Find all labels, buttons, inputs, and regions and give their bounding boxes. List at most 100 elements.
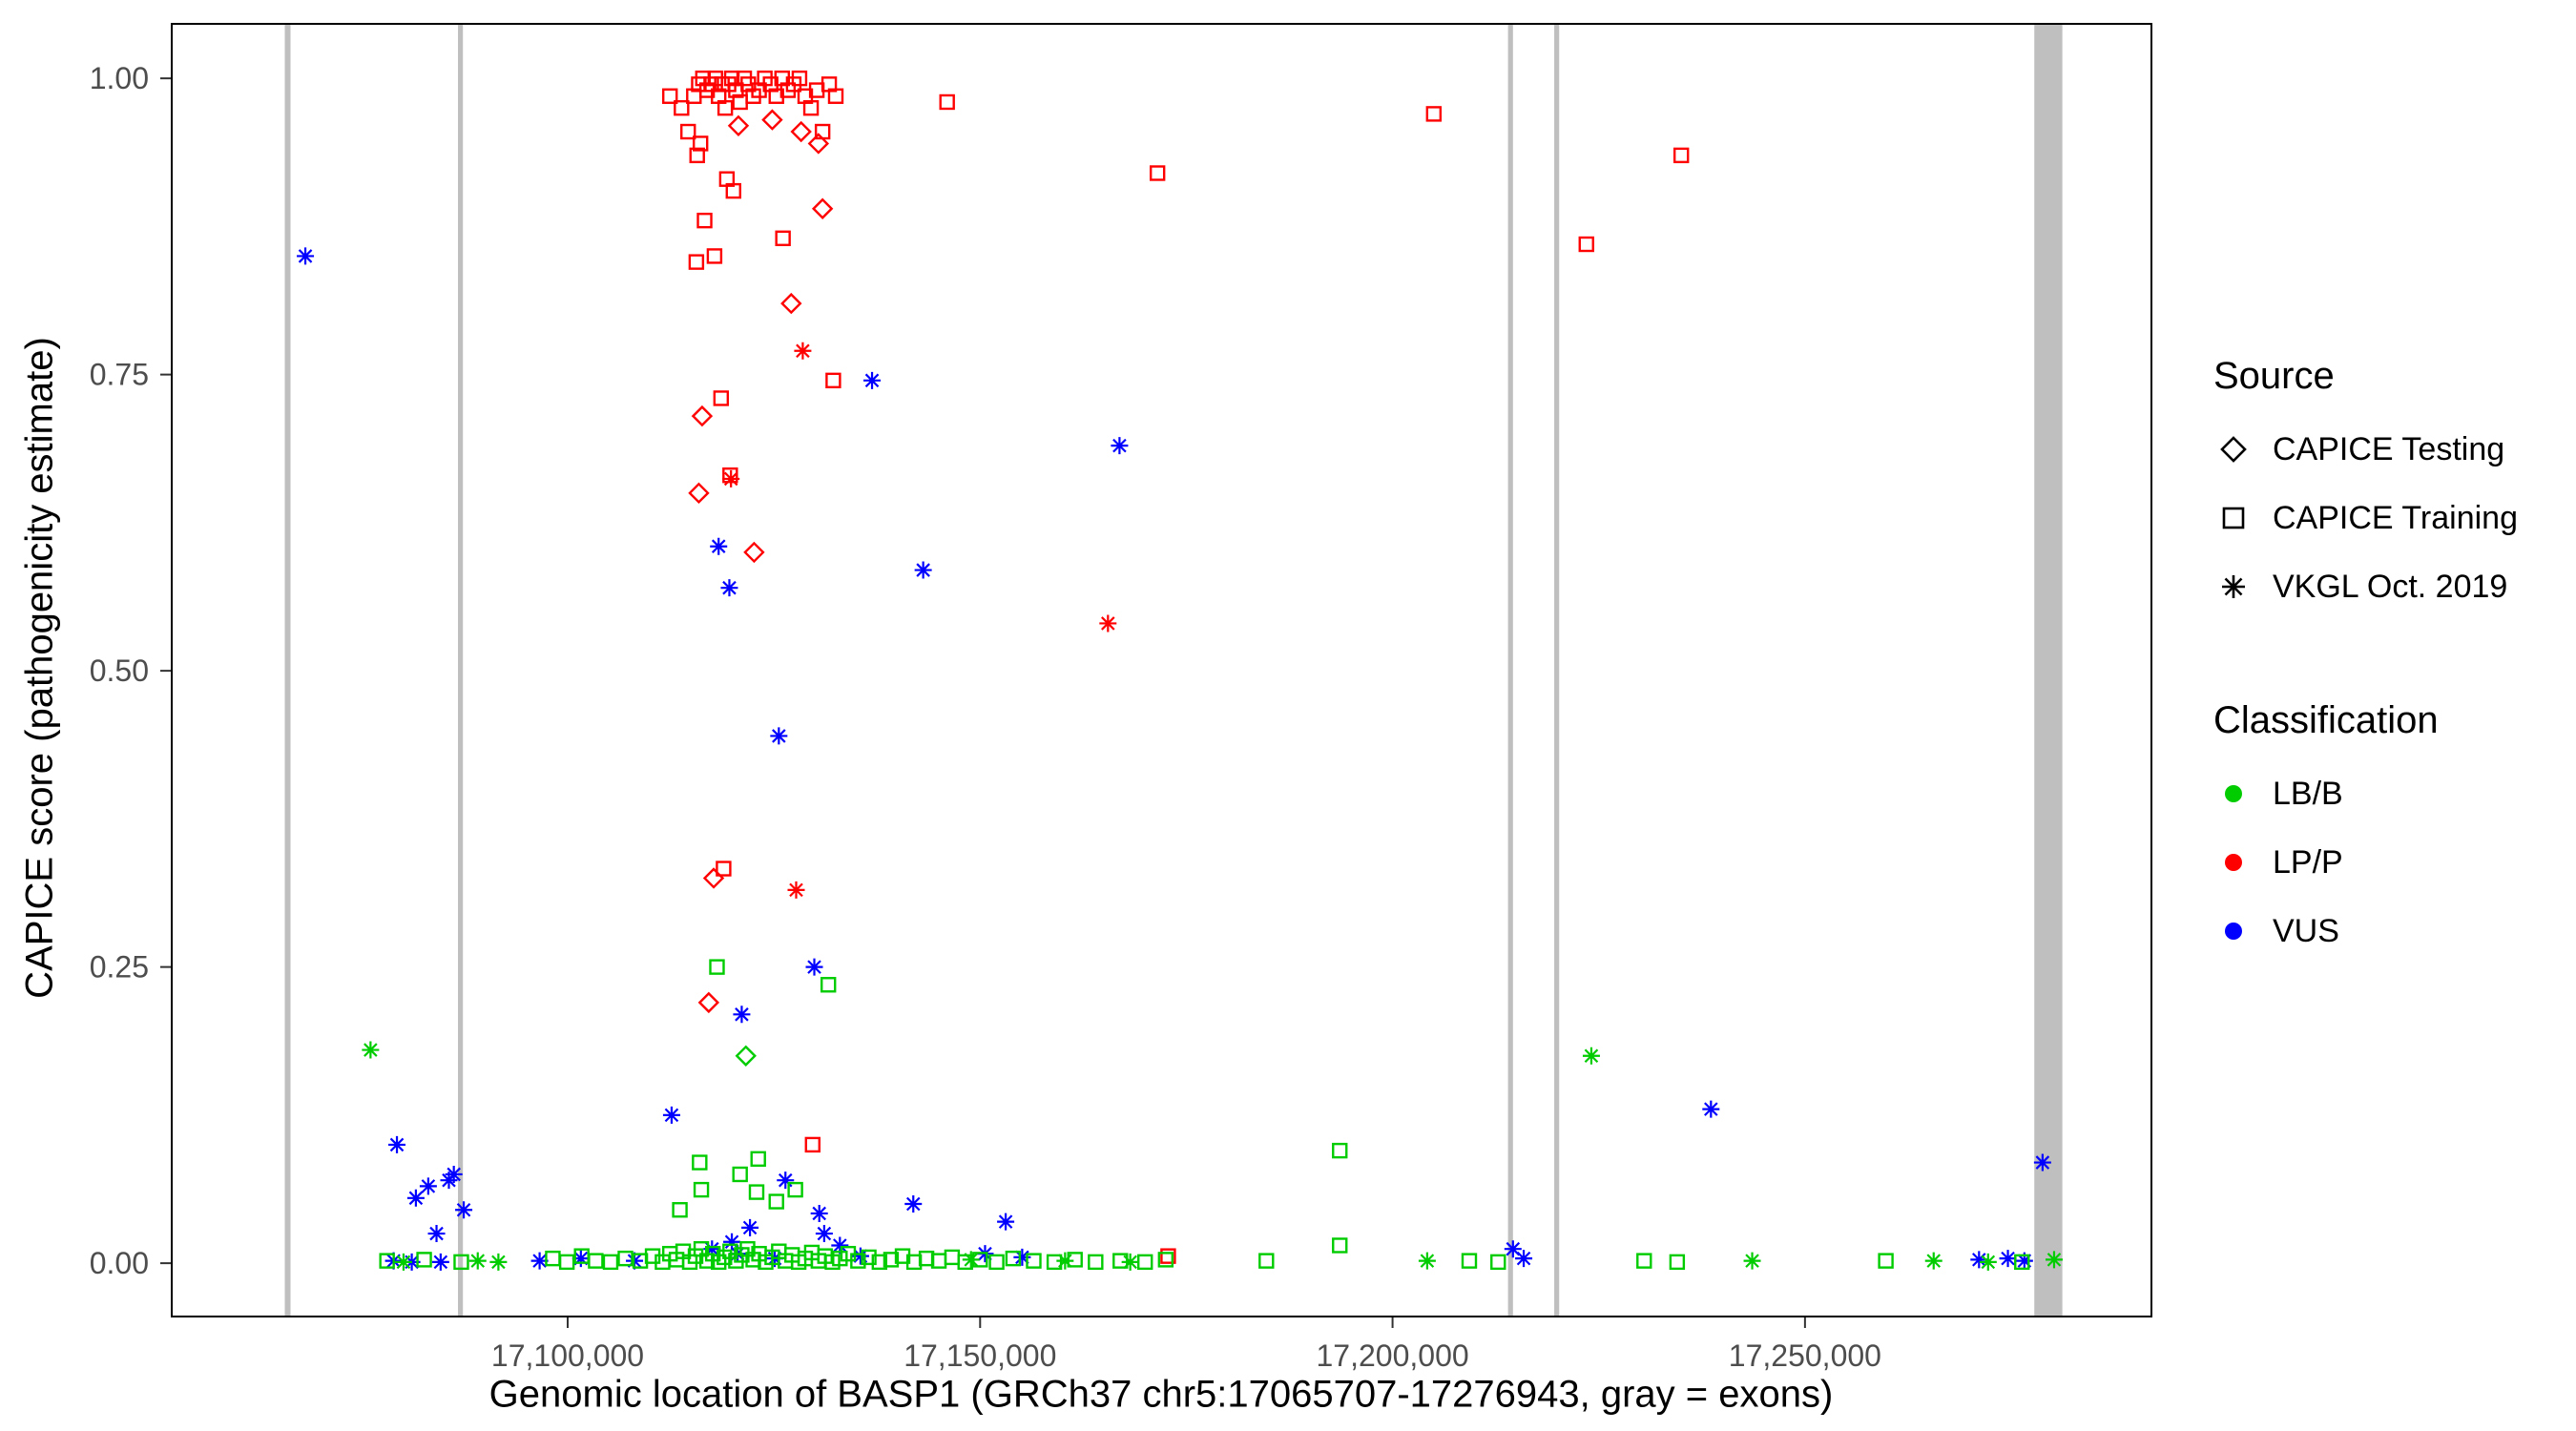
- data-point: [692, 135, 709, 152]
- legend-label: LB/B: [2273, 775, 2343, 812]
- y-tick-label: 0.75: [90, 358, 149, 392]
- data-point: [427, 1225, 446, 1243]
- data-point: [735, 1045, 757, 1067]
- data-point: [939, 93, 955, 111]
- green-dot-icon: [2225, 785, 2242, 802]
- data-point: [802, 99, 820, 116]
- legend-item-vkgl: VKGL Oct. 2019: [2213, 558, 2568, 615]
- data-point: [871, 1254, 888, 1271]
- data-point: [697, 991, 720, 1014]
- data-point: [957, 1254, 973, 1271]
- data-point: [1999, 1250, 2017, 1268]
- legend-label: VKGL Oct. 2019: [2273, 568, 2508, 605]
- data-point: [727, 114, 750, 137]
- data-point: [691, 404, 714, 427]
- data-point: [545, 1250, 561, 1267]
- data-point: [1636, 1253, 1652, 1269]
- data-point: [794, 342, 812, 360]
- data-point: [710, 537, 728, 555]
- data-point: [406, 1189, 425, 1207]
- x-axis-title: Genomic location of BASP1 (GRCh37 chr5:1…: [488, 1373, 1834, 1416]
- data-point: [1924, 1252, 1942, 1270]
- data-point: [1149, 165, 1166, 181]
- data-point: [914, 561, 932, 579]
- data-point: [455, 1201, 473, 1219]
- data-point: [1490, 1254, 1506, 1271]
- data-point: [1743, 1252, 1761, 1270]
- data-point: [1258, 1253, 1275, 1269]
- data-point: [1067, 1252, 1083, 1268]
- data-point: [723, 1233, 741, 1251]
- data-point: [807, 133, 830, 155]
- data-point: [863, 371, 882, 389]
- data-point: [770, 727, 788, 745]
- data-point: [904, 1195, 923, 1213]
- y-tick-label: 0.25: [90, 950, 149, 985]
- legend-item-capice-testing: CAPICE Testing: [2213, 421, 2568, 478]
- data-point: [716, 861, 732, 877]
- data-point: [775, 230, 791, 246]
- data-point: [831, 1236, 849, 1255]
- data-point: [790, 120, 812, 143]
- panel-border: [171, 23, 2152, 1317]
- data-point: [672, 1202, 688, 1218]
- data-point: [1582, 1047, 1600, 1065]
- data-point: [743, 541, 765, 564]
- data-point: [1672, 147, 1690, 164]
- asterisk-icon: [2222, 575, 2245, 598]
- legend-label: CAPICE Training: [2273, 499, 2518, 536]
- data-point: [1026, 1253, 1042, 1269]
- data-point: [1013, 1248, 1031, 1266]
- legend-label: CAPICE Testing: [2273, 430, 2505, 467]
- data-point: [733, 1006, 751, 1024]
- data-point: [468, 1252, 487, 1270]
- data-point: [662, 88, 678, 104]
- legend-item-lbb: LB/B: [2213, 765, 2568, 822]
- data-point: [748, 1184, 765, 1200]
- data-point: [1418, 1252, 1436, 1270]
- legend-title-classification: Classification: [2213, 699, 2439, 741]
- data-point: [1515, 1250, 1533, 1268]
- data-point: [2015, 1252, 2033, 1270]
- data-point: [416, 1252, 432, 1268]
- data-point: [2014, 1254, 2030, 1271]
- exon-bar: [458, 24, 464, 1317]
- data-point: [588, 1253, 604, 1269]
- data-point: [861, 1249, 877, 1266]
- axis-layer: 17,100,000 17,150,000 17,200,000 17,250,000…: [90, 61, 1881, 1373]
- data-point: [662, 1106, 680, 1124]
- data-point: [530, 1252, 549, 1270]
- data-point: [811, 197, 834, 219]
- data-point: [1878, 1253, 1894, 1269]
- legend-item-lpp: LP/P: [2213, 834, 2568, 891]
- y-tick-label: 0.50: [90, 653, 149, 688]
- data-point: [810, 1204, 828, 1222]
- data-point: [821, 977, 837, 993]
- data-point: [717, 99, 734, 116]
- data-point: [883, 1252, 900, 1268]
- data-point: [388, 1135, 406, 1153]
- data-point: [558, 1254, 575, 1271]
- data-point: [732, 1166, 748, 1183]
- data-point: [1005, 1250, 1022, 1267]
- data-point: [379, 1253, 395, 1269]
- data-point: [851, 1247, 869, 1265]
- diamond-icon: [2220, 436, 2247, 463]
- data-point: [832, 1250, 848, 1267]
- data-point: [791, 70, 808, 87]
- data-point: [362, 1041, 380, 1059]
- data-point: [988, 1254, 1005, 1271]
- x-tick-label: 17,200,000: [1317, 1338, 1469, 1373]
- data-point: [713, 390, 730, 406]
- y-tick-label: 1.00: [90, 61, 149, 95]
- x-tick-label: 17,150,000: [904, 1338, 1056, 1373]
- legend-group-source: Source CAPICE Testing CAPICE Training VK…: [2213, 355, 2568, 615]
- data-point: [1702, 1100, 1720, 1118]
- data-point: [696, 212, 713, 229]
- data-point: [1332, 1142, 1348, 1159]
- exon-bar: [2034, 24, 2063, 1317]
- data-point: [693, 1181, 710, 1198]
- data-point: [1046, 1254, 1063, 1271]
- data-point: [688, 254, 705, 270]
